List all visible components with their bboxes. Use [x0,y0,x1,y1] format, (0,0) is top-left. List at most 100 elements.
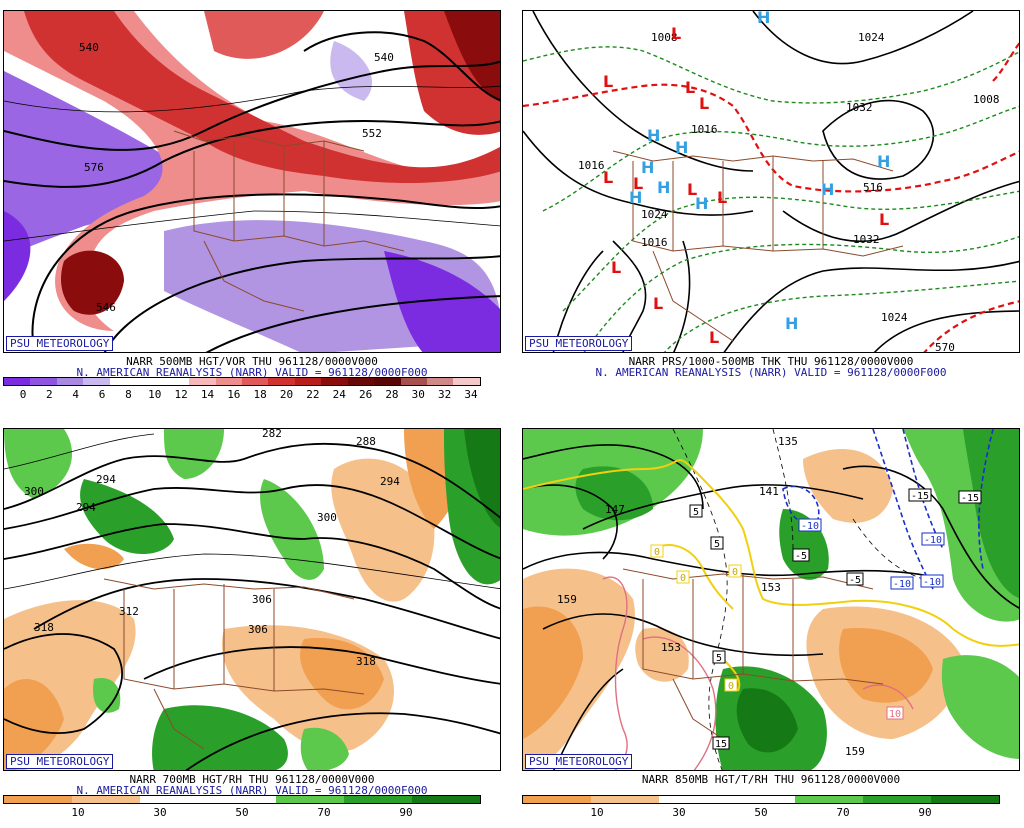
colorbar-tick-label: 8 [125,388,132,401]
colorbar-swatch [268,378,295,385]
colorbar-tick-label: 4 [72,388,80,401]
svg-text:-5: -5 [795,551,807,562]
colorbar-tick-label: 28 [385,388,399,401]
low-pressure-marker: L [653,294,663,313]
colorbar-swatch [4,796,72,803]
colorbar-swatch [140,796,208,803]
high-pressure-marker: H [757,11,770,27]
contour-label: 516 [863,181,883,194]
colorbar-tick-label: 32 [438,388,452,401]
colorbar-swatch [374,378,401,385]
low-pressure-marker: L [603,72,613,91]
svg-text:-10: -10 [893,579,911,590]
rh-colorbar-ticks: 10 30 50 70 90 [3,806,481,820]
contour-label: 147 [605,503,625,516]
low-pressure-marker: L [671,24,681,43]
high-pressure-marker: H [629,188,642,207]
svg-text:-10: -10 [924,535,942,546]
psu-meteorology-badge: PSU METEOROLOGY [525,754,633,769]
temp-label-box: -5 [792,548,810,562]
colorbar-swatch [136,378,163,385]
colorbar-swatch [72,796,140,803]
colorbar-swatch [83,378,110,385]
colorbar-swatch [412,796,480,803]
low-pressure-marker: L [709,328,719,347]
svg-text:0: 0 [654,547,660,558]
panel-title: NARR PRS/1000-500MB THK THU 961128/0000V… [628,355,914,368]
panel-title: NARR 500MB HGT/VOR THU 961128/0000V000 [126,355,378,368]
rh-colorbar [522,795,1000,804]
svg-text:-10: -10 [801,521,819,532]
contour-label: 135 [778,435,798,448]
panel-title: NARR 700MB HGT/RH THU 961128/0000V000 [129,773,375,786]
temp-label-box: -15 [958,490,982,504]
contour-label: 1016 [641,236,668,249]
panel-title: NARR 850MB HGT/T/RH THU 961128/0000V000 [641,773,901,786]
temp-label-box: -15 [908,488,932,502]
contour-label: 1032 [853,233,880,246]
reanalysis-line: N. AMERICAN REANALYSIS (NARR) VALID = 96… [76,366,428,379]
rh-colorbar [3,795,481,804]
panel-850mb-hgt-t-rh: 135 141 147 153 153 159 159 5 5 -5 -5 -1… [522,428,1020,828]
colorbar-swatch [344,796,412,803]
high-pressure-marker: H [877,152,890,171]
contour-label: 1024 [641,208,668,221]
colorbar-swatch [931,796,999,803]
colorbar-tick-label: 18 [253,388,267,401]
colorbar-swatch [208,796,276,803]
contour-label: 153 [761,581,781,594]
psu-meteorology-badge: PSU METEOROLOGY [6,336,114,351]
low-pressure-marker: L [603,168,613,187]
contour-label: 153 [661,641,681,654]
contour-label: 294 [380,475,400,488]
map-500mb-vorticity: 540 540 552 576 546 PSU METEOROLOGY [3,10,501,353]
colorbar-tick-label: 90 [918,806,932,819]
contour-label: 159 [557,593,577,606]
temp-label-box: -10 [890,576,914,590]
colorbar-swatch [795,796,863,803]
svg-text:10: 10 [889,709,901,720]
contour-label: 312 [119,605,139,618]
colorbar-swatch [727,796,795,803]
colorbar-swatch [427,378,454,385]
contour-label: 294 [96,473,116,486]
reanalysis-line: N. AMERICAN REANALYSIS (NARR) VALID = 96… [76,784,428,797]
high-pressure-marker: H [657,178,670,197]
reanalysis-line: N. AMERICAN REANALYSIS (NARR) VALID = 96… [595,366,947,379]
low-pressure-marker: L [611,258,621,277]
temp-label-box: -10 [920,574,944,588]
colorbar-tick-label: 34 [464,388,478,401]
contour-label: 306 [252,593,272,606]
contour-label: 552 [362,127,382,140]
colorbar-swatch [30,378,57,385]
colorbar-tick-label: 22 [306,388,320,401]
low-pressure-marker: L [699,94,709,113]
colorbar-tick-label: 90 [399,806,413,819]
high-pressure-marker: H [675,138,688,157]
map-700mb-rh: 282 288 294 294 300 306 300 306 312 294 … [3,428,501,771]
contour-label: 300 [317,511,337,524]
colorbar-swatch [523,796,591,803]
high-pressure-marker: H [695,194,708,213]
colorbar-tick-label: 10 [590,806,604,819]
panel-prs-thickness: 1024 1032 1016 1024 1016 1032 1024 1008 … [522,10,1020,410]
temp-label-box: -5 [846,572,864,586]
svg-text:5: 5 [714,539,720,550]
svg-text:0: 0 [732,567,738,578]
contour-label: 1016 [578,159,605,172]
colorbar-swatch [453,378,480,385]
colorbar-tick-label: 50 [754,806,768,819]
colorbar-swatch [276,796,344,803]
colorbar-tick-label: 0 [19,388,27,401]
temp-label-box: 0 [724,678,738,692]
colorbar-tick-label: 14 [200,388,215,401]
contour-label: 1024 [858,31,885,44]
colorbar-tick-label: 70 [836,806,850,819]
colorbar-tick-label: 50 [235,806,249,819]
colorbar-tick-label: 30 [672,806,686,819]
psu-meteorology-badge: PSU METEOROLOGY [6,754,114,769]
svg-text:-10: -10 [923,577,941,588]
contour-label: 540 [374,51,394,64]
high-pressure-marker: H [641,158,654,177]
contour-label: 306 [248,623,268,636]
